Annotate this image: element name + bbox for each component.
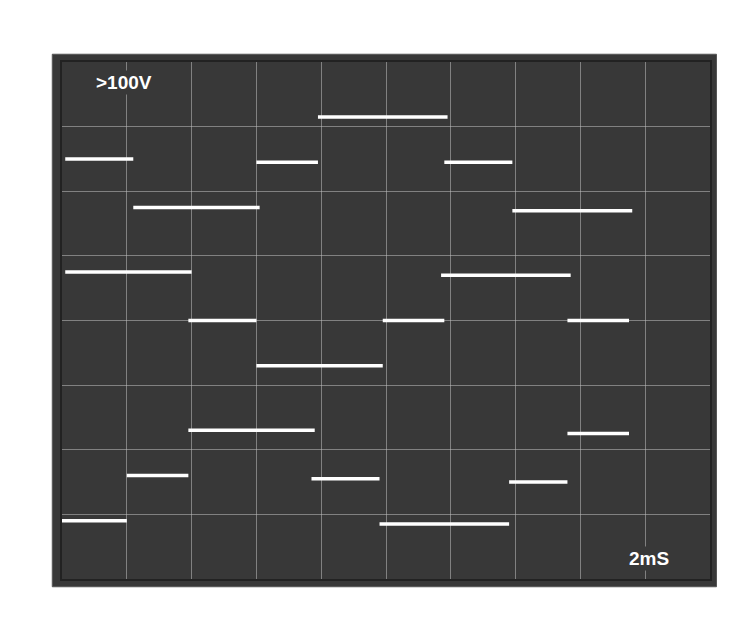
svg-text:>100V: >100V (96, 72, 152, 93)
svg-text:2mS: 2mS (629, 548, 669, 569)
